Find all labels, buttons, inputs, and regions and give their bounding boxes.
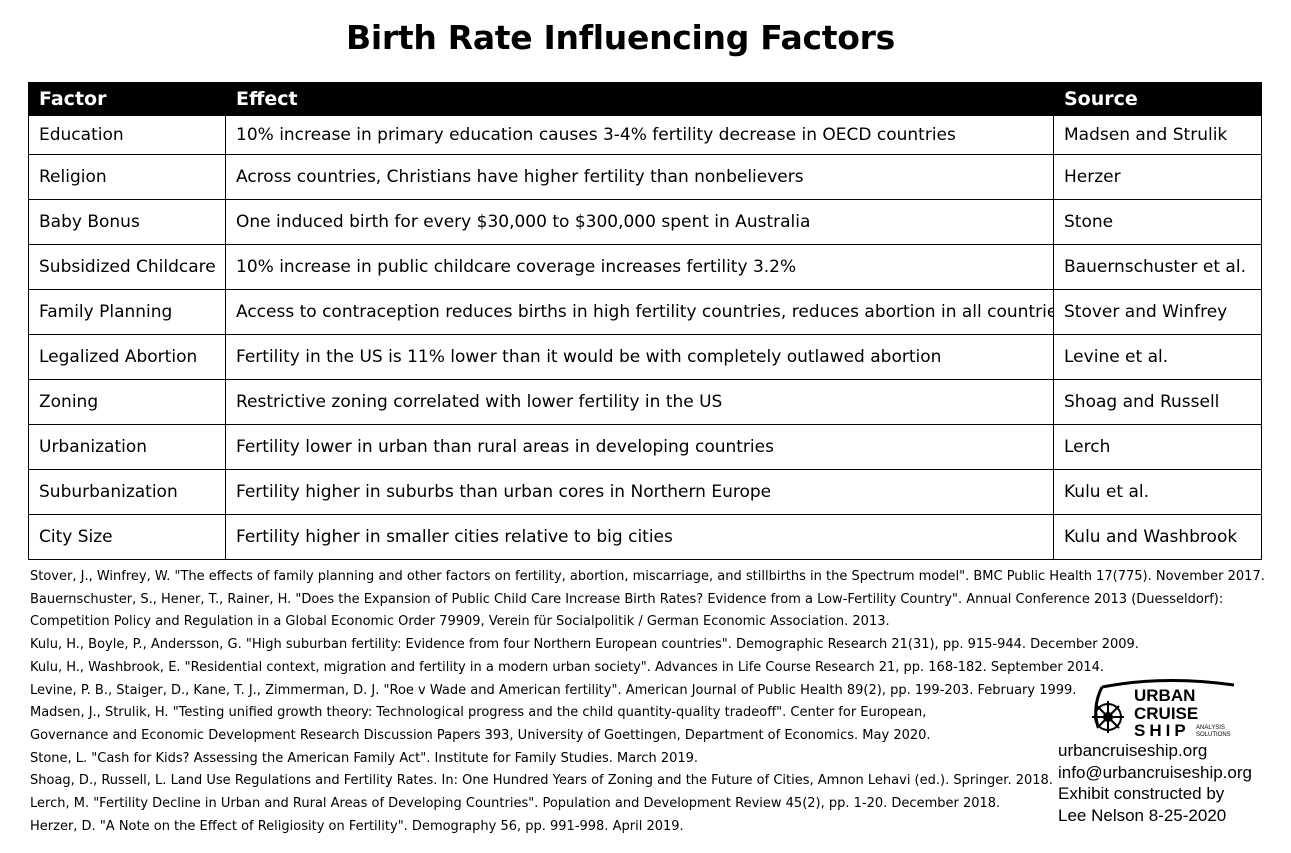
effect-cell: 10% increase in primary education causes… [225, 115, 1054, 155]
reference-item: Madsen, J., Strulik, H. "Testing unified… [30, 705, 927, 721]
table-row: Religion Across countries, Christians ha… [28, 154, 1262, 200]
reference-item: Governance and Economic Development Rese… [30, 727, 931, 743]
credit-line: Exhibit constructed by [1058, 784, 1225, 804]
factor-cell: City Size [28, 514, 226, 560]
references-list: Stover, J., Winfrey, W. "The effects of … [30, 566, 1275, 838]
factor-cell: Zoning [28, 379, 226, 425]
reference-item: Stover, J., Winfrey, W. "The effects of … [30, 569, 1265, 584]
source-cell: Bauernschuster et al. [1053, 244, 1262, 290]
factor-cell: Legalized Abortion [28, 334, 226, 380]
effect-cell: Fertility lower in urban than rural area… [225, 424, 1054, 470]
effect-cell: Fertility higher in smaller cities relat… [225, 514, 1054, 560]
factor-cell: Suburbanization [28, 469, 226, 515]
logo-tag-analysis: ANALYSIS [1196, 725, 1225, 731]
factor-cell: Religion [28, 154, 226, 200]
reference-item: Shoag, D., Russell, L. Land Use Regulati… [30, 773, 1053, 789]
effect-cell: 10% increase in public childcare coverag… [225, 244, 1054, 290]
header-factor: Factor [28, 82, 226, 116]
factors-table: Factor Effect Source Education 10% incre… [28, 82, 1262, 560]
source-cell: Levine et al. [1053, 334, 1262, 380]
urban-cruise-ship-logo: URBAN CRUISE SHIP ANALYSIS SOLUTIONS [1084, 677, 1244, 741]
factor-cell: Education [28, 115, 226, 155]
factor-cell: Urbanization [28, 424, 226, 470]
source-cell: Stover and Winfrey [1053, 289, 1262, 335]
reference-item: Competition Policy and Regulation in a G… [30, 614, 890, 630]
source-cell: Madsen and Strulik [1053, 115, 1262, 155]
table-row: Suburbanization Fertility higher in subu… [28, 469, 1262, 515]
table-row: Legalized Abortion Fertility in the US i… [28, 334, 1262, 380]
logo-graphic: URBAN CRUISE SHIP ANALYSIS SOLUTIONS [1092, 678, 1235, 740]
logo-line-urban: URBAN [1134, 686, 1195, 705]
logo-tag-solutions: SOLUTIONS [1196, 732, 1231, 738]
effect-cell: One induced birth for every $30,000 to $… [225, 199, 1054, 245]
credit-author-date: Lee Nelson 8-25-2020 [1058, 805, 1227, 825]
reference-item: Lerch, M. "Fertility Decline in Urban an… [30, 796, 1001, 812]
reference-item: Kulu, H., Washbrook, E. "Residential con… [30, 659, 1105, 675]
table-header-row: Factor Effect Source [28, 82, 1262, 116]
table-row: Urbanization Fertility lower in urban th… [28, 424, 1262, 470]
effect-cell: Fertility in the US is 11% lower than it… [225, 334, 1054, 380]
source-cell: Herzer [1053, 154, 1262, 200]
table-row: Baby Bonus One induced birth for every $… [28, 199, 1262, 245]
source-cell: Lerch [1053, 424, 1262, 470]
ship-wheel-icon [1092, 701, 1124, 733]
reference-item: Stone, L. "Cash for Kids? Assessing the … [30, 750, 699, 766]
contact-block: urbancruiseship.org info@urbancruiseship… [1058, 740, 1283, 826]
reference-item: Kulu, H., Boyle, P., Andersson, G. "High… [30, 637, 1139, 653]
source-cell: Kulu and Washbrook [1053, 514, 1262, 560]
effect-cell: Restrictive zoning correlated with lower… [225, 379, 1054, 425]
effect-cell: Across countries, Christians have higher… [225, 154, 1054, 200]
table-row: Education 10% increase in primary educat… [28, 115, 1262, 155]
page-title: Birth Rate Influencing Factors [346, 18, 895, 57]
source-cell: Stone [1053, 199, 1262, 245]
factor-cell: Baby Bonus [28, 199, 226, 245]
factor-cell: Subsidized Childcare [28, 244, 226, 290]
website-text: urbancruiseship.org [1058, 741, 1208, 760]
logo-line-cruise: CRUISE [1134, 704, 1198, 723]
table-row: Zoning Restrictive zoning correlated wit… [28, 379, 1262, 425]
effect-cell: Access to contraception reduces births i… [225, 289, 1054, 335]
table-row: Subsidized Childcare 10% increase in pub… [28, 244, 1262, 290]
reference-item: Herzer, D. "A Note on the Effect of Reli… [30, 818, 684, 834]
logo-line-ship: SHIP [1134, 721, 1190, 740]
reference-item: Levine, P. B., Staiger, D., Kane, T. J.,… [30, 682, 1077, 698]
reference-item: Bauernschuster, S., Hener, T., Rainer, H… [30, 591, 1224, 607]
table-row: City Size Fertility higher in smaller ci… [28, 514, 1262, 560]
table-row: Family Planning Access to contraception … [28, 289, 1262, 335]
source-cell: Shoag and Russell [1053, 379, 1262, 425]
header-effect: Effect [225, 82, 1054, 116]
factor-cell: Family Planning [28, 289, 226, 335]
effect-cell: Fertility higher in suburbs than urban c… [225, 469, 1054, 515]
source-cell: Kulu et al. [1053, 469, 1262, 515]
email-text: info@urbancruiseship.org [1058, 762, 1252, 782]
header-source: Source [1053, 82, 1262, 116]
